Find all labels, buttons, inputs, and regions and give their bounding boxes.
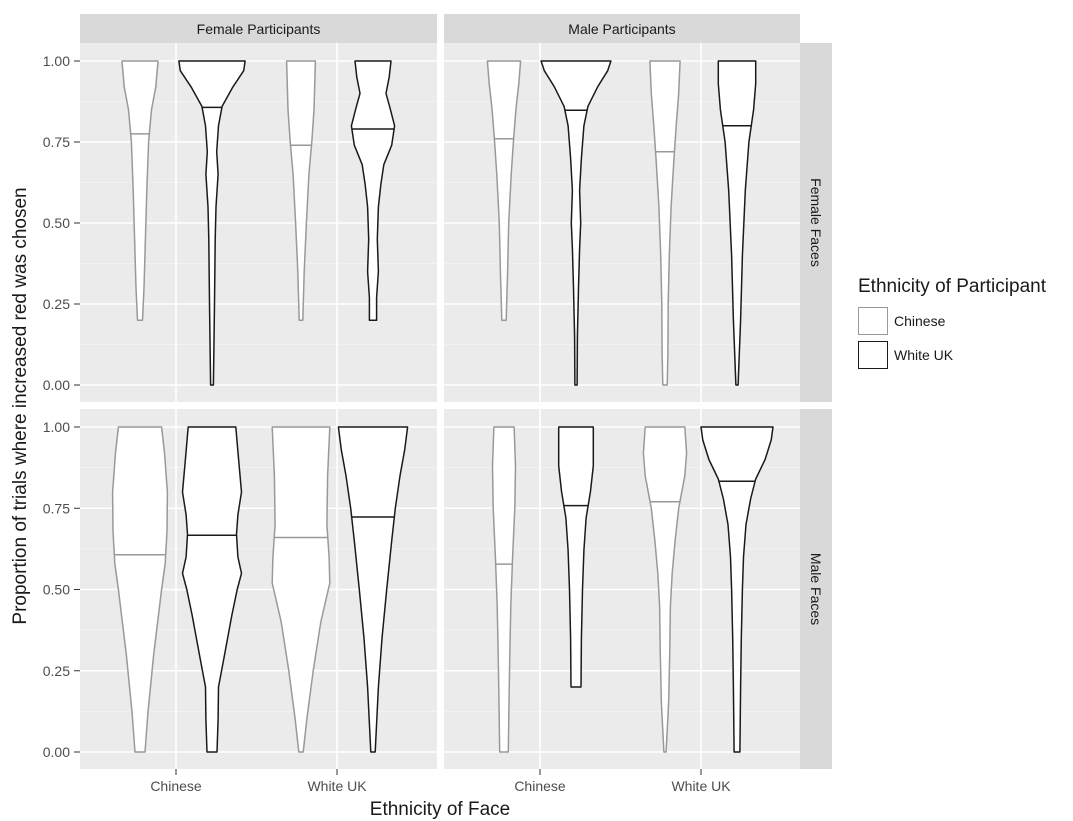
x-tick-label: Chinese	[514, 778, 566, 794]
violin-chinese-face-chinese-participant	[491, 426, 517, 753]
violin-chinese-face-white-uk-participant	[178, 60, 246, 386]
legend-title: Ethnicity of Participant	[858, 276, 1046, 297]
y-tick-label: 0.25	[43, 663, 70, 679]
violin-white-uk-face-chinese-participant	[271, 426, 331, 753]
legend-key-white-uk	[858, 341, 888, 369]
y-tick-label: 0.00	[43, 377, 70, 393]
y-tick-label: 0.00	[43, 744, 70, 760]
y-tick-label: 0.25	[43, 296, 70, 312]
legend: Ethnicity of Participant Chinese White U…	[858, 276, 1046, 372]
y-tick-label: 0.50	[43, 582, 70, 598]
violin-white-uk-face-white-uk-participant	[700, 426, 774, 753]
violin-chinese-face-chinese-participant	[111, 426, 169, 753]
legend-item-white-uk: White UK	[858, 338, 1046, 372]
violin-chinese-face-chinese-participant	[486, 60, 522, 321]
x-tick-label: Chinese	[150, 778, 202, 794]
violin-white-uk-face-chinese-participant	[285, 60, 317, 321]
facet-label-male-participants: Male Participants	[568, 21, 675, 37]
y-tick-label: 0.50	[43, 215, 70, 231]
x-axis-title: Ethnicity of Face	[370, 799, 510, 820]
violin-white-uk-face-white-uk-participant	[350, 60, 396, 321]
facet-strip-male-participants	[444, 14, 800, 43]
facet-label-female-faces: Female Faces	[808, 178, 824, 267]
violin-white-uk-face-white-uk-participant	[717, 60, 757, 386]
y-tick-label: 1.00	[43, 419, 70, 435]
facet-strip-male-faces	[800, 409, 832, 769]
x-tick-label: White UK	[307, 778, 367, 794]
y-axis-title: Proportion of trials where increased red…	[10, 187, 31, 624]
x-tick-label: White UK	[671, 778, 731, 794]
legend-label-white-uk: White UK	[894, 347, 954, 363]
violin-chinese-face-white-uk-participant	[557, 426, 595, 688]
violin-chinese-face-white-uk-participant	[181, 426, 243, 753]
facet-strip-female-faces	[800, 43, 832, 402]
facet-strip-female-participants	[80, 14, 437, 43]
y-tick-label: 0.75	[43, 500, 70, 516]
facet-label-female-participants: Female Participants	[197, 21, 321, 37]
violin-chinese-face-chinese-participant	[121, 60, 159, 321]
violin-chinese-face-white-uk-participant	[540, 60, 612, 386]
legend-item-chinese: Chinese	[858, 304, 1046, 338]
violin-white-uk-face-chinese-participant	[642, 426, 688, 753]
legend-key-chinese	[858, 307, 888, 335]
facet-label-male-faces: Male Faces	[808, 553, 824, 625]
y-tick-label: 1.00	[43, 53, 70, 69]
y-tick-label: 0.75	[43, 134, 70, 150]
legend-label-chinese: Chinese	[894, 313, 946, 329]
violin-white-uk-face-chinese-participant	[649, 60, 681, 386]
violin-white-uk-face-white-uk-participant	[337, 426, 409, 753]
